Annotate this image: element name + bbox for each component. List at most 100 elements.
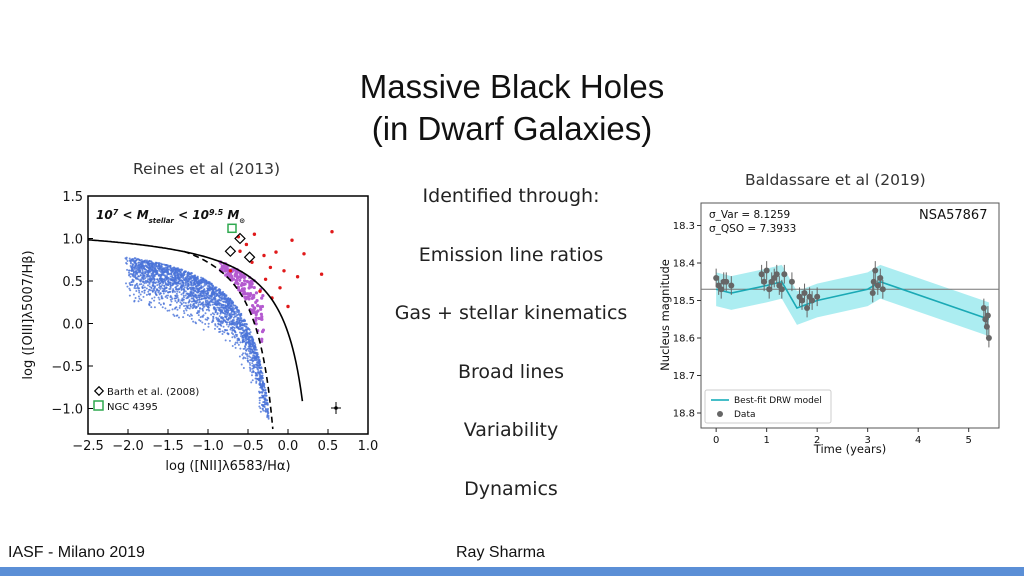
bpt-agn-point — [252, 232, 257, 236]
lc-data-point — [801, 283, 808, 303]
lc-data-point — [870, 272, 877, 292]
bpt-mass-annotation: 107 < Mstellar < 109.5 M⊙ — [96, 208, 245, 226]
bpt-agn-point — [268, 265, 273, 270]
lc-data-point — [879, 279, 886, 299]
lc-data-point — [763, 261, 770, 280]
bpt-agn-point — [250, 260, 254, 264]
bpt-y-tick-label: −0.5 — [51, 360, 83, 375]
bpt-x-tick-label: −2.0 — [112, 439, 144, 454]
center-list-item: Dynamics — [464, 477, 558, 500]
bpt-star-forming-cloud — [124, 256, 270, 420]
bpt-agn-point — [330, 230, 334, 234]
bpt-y-tick-label: −1.0 — [51, 403, 83, 418]
slide-title-line2: (in Dwarf Galaxies) — [371, 110, 653, 147]
bpt-y-axis-label: log ([OIII]λ5007/Hβ) — [21, 250, 36, 379]
bpt-x-tick-label: −2.5 — [72, 439, 104, 454]
bpt-agn-point — [274, 250, 278, 254]
lc-x-tick-label: 4 — [915, 435, 921, 446]
bpt-barth-point — [234, 232, 246, 245]
slide-title-line1: Massive Black Holes — [359, 68, 665, 105]
bpt-data-points — [124, 223, 334, 420]
bpt-agn-point — [262, 253, 266, 258]
bpt-agn-point — [295, 275, 300, 279]
lc-data-point — [778, 279, 785, 299]
lc-data-point — [877, 268, 884, 288]
lc-data-point — [781, 264, 788, 284]
bpt-y-tick-label: 0.5 — [62, 275, 83, 290]
bpt-legend-ngc4395-label: NGC 4395 — [107, 402, 158, 413]
lc-sigma-qso: σ_QSO = 7.3933 — [709, 223, 796, 235]
lc-data-point — [809, 291, 816, 310]
lc-y-tick-label: 18.6 — [673, 334, 695, 345]
bpt-x-axis-label: log ([NII]λ6583/Hα) — [165, 459, 290, 474]
bpt-agn-point — [238, 249, 242, 253]
bpt-agn-point — [263, 277, 268, 281]
bpt-x-tick-label: −0.5 — [232, 439, 264, 454]
lc-y-tick-label: 18.8 — [673, 409, 695, 420]
bpt-agn-point — [302, 252, 306, 256]
lc-data-point — [728, 276, 735, 295]
lc-x-tick-label: 1 — [763, 435, 769, 446]
bpt-barth-point — [224, 245, 237, 258]
bpt-barth-point — [243, 251, 256, 263]
center-list-item: Gas + stellar kinematics — [394, 302, 628, 324]
bpt-ngc4395-point — [227, 223, 237, 234]
lc-data-point — [980, 298, 987, 318]
bpt-legend-ngc4395-marker — [93, 400, 104, 411]
lc-plot-area — [701, 261, 999, 348]
bpt-diagram-chart: −2.5 −2.0 −1.5 −1.0 −0.5 0.0 0.5 1.0 1.5 1.0 0.5 0.… — [21, 190, 378, 474]
lc-y-tick-label: 18.3 — [673, 221, 695, 232]
light-curve-chart: 0 1 2 3 4 5 18.3 18.4 18.5 18.6 18.7 18.8 σ_Var = 8… — [658, 202, 1000, 456]
bottom-accent-bar — [0, 567, 1024, 576]
center-list-heading: Identified through: — [422, 185, 600, 207]
lc-data-point — [804, 298, 811, 318]
bpt-legend-barth-marker — [93, 385, 105, 397]
lc-data-point — [869, 283, 876, 303]
lc-y-tick-label: 18.5 — [673, 296, 695, 307]
lc-data-point — [788, 272, 795, 292]
bpt-axes: −2.5 −2.0 −1.5 −1.0 −0.5 0.0 0.5 1.0 1.5 1.0 0.5 0.… — [51, 190, 378, 454]
lc-y-tick-label: 18.7 — [673, 371, 695, 382]
bpt-demarcation-curves — [87, 239, 304, 430]
lc-legend-model-label: Best-fit DRW model — [734, 396, 822, 406]
bpt-plot-frame — [87, 195, 369, 435]
bpt-agn-point — [286, 304, 290, 309]
slide-title: Massive Black Holes (in Dwarf Galaxies) — [0, 66, 1024, 150]
lc-sigma-var: σ_Var = 8.1259 — [709, 209, 790, 221]
lc-data-point — [985, 328, 992, 348]
lc-legend: Best-fit DRW model Data — [704, 389, 832, 424]
lc-axes: 0 1 2 3 4 5 18.3 18.4 18.5 18.6 18.7 18.8 — [673, 221, 972, 446]
bpt-x-tick-label: 1.0 — [358, 439, 378, 454]
bpt-legend: Barth et al. (2008) NGC 4395 — [93, 385, 199, 413]
right-figure-caption: Baldassare et al (2019) — [745, 171, 926, 189]
bpt-y-tick-label: 1.0 — [62, 233, 83, 248]
left-figure-caption: Reines et al (2013) — [133, 160, 281, 178]
bpt-agn-point — [228, 269, 233, 273]
footer-event: IASF - Milano 2019 — [8, 544, 145, 561]
bpt-agn-point — [278, 286, 282, 290]
lc-data-point — [723, 272, 730, 292]
footer-author: Ray Sharma — [456, 544, 545, 561]
bpt-agn-point — [282, 269, 286, 273]
bpt-agn-point — [290, 238, 294, 242]
lc-object-name: NSA57867 — [919, 208, 987, 223]
bpt-y-tick-label: 1.5 — [62, 190, 83, 205]
bpt-y-tick-label: 0.0 — [62, 318, 83, 333]
center-list: Identified through: Emission line ratios… — [370, 180, 652, 531]
bpt-kauffmann-line — [183, 250, 274, 430]
lc-x-tick-label: 2 — [814, 435, 820, 446]
bpt-error-bar — [331, 402, 341, 414]
lc-y-axis-label: Nucleus magnitude — [658, 259, 672, 371]
lc-x-tick-label: 5 — [966, 435, 972, 446]
bpt-kewley-line — [87, 239, 304, 402]
bpt-agn-point — [258, 289, 262, 293]
lc-y-tick-label: 18.4 — [673, 259, 695, 270]
lc-data-point — [983, 317, 990, 337]
lc-data-point — [872, 261, 879, 280]
center-list-item: Emission line ratios — [418, 243, 604, 266]
lc-data-point — [773, 264, 780, 284]
lc-data-point — [984, 306, 991, 325]
center-list-item: Broad lines — [458, 360, 564, 383]
lc-data-point — [814, 287, 821, 307]
lc-x-axis-label: Time (years) — [813, 442, 886, 456]
